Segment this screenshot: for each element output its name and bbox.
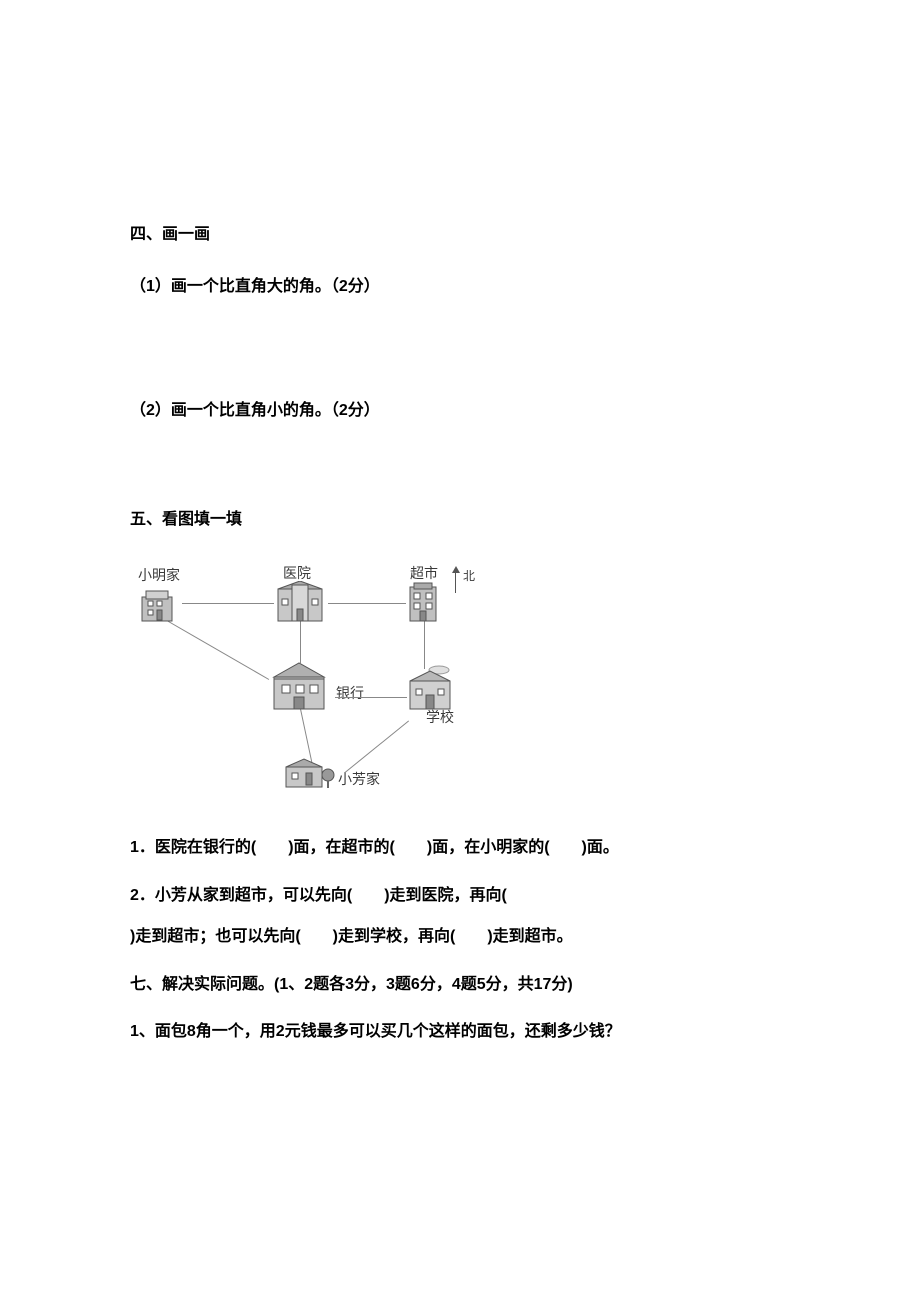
building-school-icon <box>404 665 456 711</box>
map-edge <box>300 709 312 763</box>
building-xiaoming-icon <box>138 585 182 623</box>
label-market: 超市 <box>410 563 438 583</box>
label-bank: 银行 <box>336 683 364 703</box>
map-edge <box>328 603 406 604</box>
building-bank-icon <box>268 659 332 711</box>
map-edge <box>300 621 301 663</box>
building-market-icon <box>406 581 444 623</box>
map-edge <box>165 619 269 680</box>
section-4-q2: （2）画一个比直角小的角。（2分） <box>130 396 790 420</box>
map-edge <box>424 621 425 669</box>
map-edge <box>182 603 274 604</box>
section-5-q2a: 2．小芳从家到超市，可以先向( )走到医院，再向( <box>130 875 790 917</box>
label-xiaoming: 小明家 <box>138 565 180 585</box>
map-edge <box>335 697 407 698</box>
building-hospital-icon <box>272 581 328 623</box>
building-xiaofang-icon <box>282 757 338 789</box>
label-hospital: 医院 <box>283 563 311 583</box>
section-7-q1: 1、面包8角一个，用2元钱最多可以买几个这样的面包，还剩多少钱？ <box>130 1011 790 1053</box>
section-4-title: 四、画一画 <box>130 220 790 244</box>
section-5-q2b: )走到超市；也可以先向( )走到学校，再向( )走到超市。 <box>130 916 790 958</box>
map-diagram: 小明家 医院 超市 北 银行 学校 小芳家 <box>130 557 490 807</box>
north-text: 北 <box>463 569 475 583</box>
section-5-q1: 1．医院在银行的( )面，在超市的( )面，在小明家的( )面。 <box>130 827 790 869</box>
label-north: 北 <box>463 567 475 584</box>
map-edge <box>345 721 409 773</box>
section-7-title: 七、解决实际问题。(1、2题各3分，3题6分，4题5分，共17分) <box>130 964 790 1006</box>
section-4-q1: （1）画一个比直角大的角。（2分） <box>130 272 790 296</box>
section-5-title: 五、看图填一填 <box>130 505 790 529</box>
